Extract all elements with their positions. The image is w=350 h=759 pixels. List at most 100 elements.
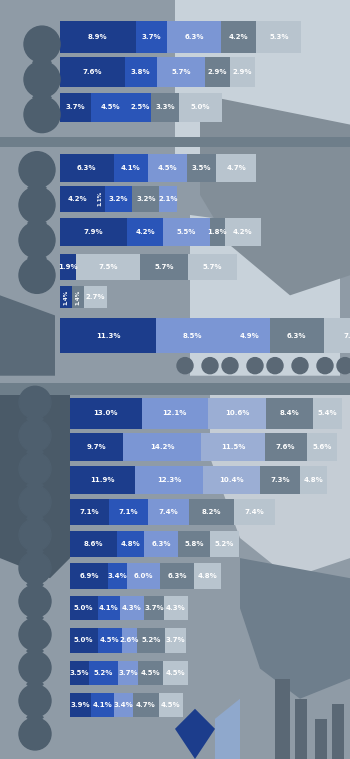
Circle shape (292, 357, 308, 373)
Circle shape (19, 386, 51, 418)
FancyBboxPatch shape (220, 21, 256, 53)
FancyBboxPatch shape (84, 286, 107, 308)
Text: 6.3%: 6.3% (151, 541, 171, 547)
Text: 5.6%: 5.6% (312, 443, 331, 449)
FancyBboxPatch shape (167, 21, 220, 53)
Circle shape (222, 357, 238, 373)
FancyBboxPatch shape (157, 57, 205, 87)
Text: 7.1%: 7.1% (119, 509, 138, 515)
FancyBboxPatch shape (205, 57, 230, 87)
Polygon shape (32, 52, 52, 72)
Text: 6.3%: 6.3% (167, 573, 187, 579)
FancyBboxPatch shape (60, 186, 96, 212)
FancyBboxPatch shape (60, 286, 72, 308)
Circle shape (19, 585, 51, 617)
Text: 3.7%: 3.7% (66, 105, 85, 111)
FancyBboxPatch shape (159, 693, 183, 716)
Circle shape (317, 357, 333, 373)
Polygon shape (27, 213, 47, 233)
Text: 6.3%: 6.3% (184, 34, 204, 40)
Text: 4.2%: 4.2% (233, 229, 253, 235)
Polygon shape (26, 410, 44, 428)
Text: 5.5%: 5.5% (176, 229, 196, 235)
FancyBboxPatch shape (132, 186, 160, 212)
Text: 1.4%: 1.4% (75, 290, 80, 305)
FancyBboxPatch shape (60, 254, 76, 280)
Text: 8.5%: 8.5% (182, 332, 202, 339)
FancyBboxPatch shape (178, 531, 210, 557)
FancyBboxPatch shape (160, 563, 194, 589)
Polygon shape (26, 642, 44, 660)
Polygon shape (175, 709, 215, 759)
Polygon shape (26, 443, 44, 461)
Text: 14.2%: 14.2% (150, 443, 175, 449)
Circle shape (19, 420, 51, 452)
Text: 4.8%: 4.8% (304, 477, 323, 483)
Text: 5.0%: 5.0% (190, 105, 210, 111)
FancyBboxPatch shape (122, 628, 136, 653)
Text: 4.7%: 4.7% (226, 165, 246, 171)
Text: 3.9%: 3.9% (71, 702, 91, 707)
Text: 4.5%: 4.5% (161, 702, 181, 707)
Text: 5.7%: 5.7% (203, 264, 222, 270)
FancyBboxPatch shape (70, 693, 91, 716)
Polygon shape (32, 87, 52, 108)
Circle shape (19, 222, 55, 258)
FancyBboxPatch shape (313, 398, 342, 429)
Text: 1.1%: 1.1% (98, 191, 103, 206)
Circle shape (19, 452, 51, 485)
Polygon shape (175, 0, 350, 205)
Text: 3.5%: 3.5% (192, 165, 211, 171)
Text: 1.4%: 1.4% (63, 290, 69, 305)
Text: 3.3%: 3.3% (155, 105, 175, 111)
Text: 4.2%: 4.2% (135, 229, 155, 235)
Text: 2.5%: 2.5% (131, 105, 150, 111)
Text: 4.1%: 4.1% (93, 702, 113, 707)
FancyBboxPatch shape (165, 628, 186, 653)
FancyBboxPatch shape (332, 704, 344, 759)
Text: 6.0%: 6.0% (133, 573, 153, 579)
FancyBboxPatch shape (70, 398, 141, 429)
FancyBboxPatch shape (0, 383, 350, 759)
Circle shape (19, 718, 51, 750)
Polygon shape (0, 295, 55, 376)
Text: 6.3%: 6.3% (77, 165, 97, 171)
Circle shape (19, 257, 55, 293)
FancyBboxPatch shape (203, 466, 260, 494)
Text: 11.9%: 11.9% (90, 477, 115, 483)
Text: 4.3%: 4.3% (122, 606, 142, 611)
Text: 2.9%: 2.9% (232, 69, 252, 75)
Text: 6.3%: 6.3% (287, 332, 307, 339)
FancyBboxPatch shape (72, 286, 84, 308)
FancyBboxPatch shape (210, 218, 225, 246)
Circle shape (24, 61, 60, 97)
Text: 4.7%: 4.7% (136, 702, 155, 707)
FancyBboxPatch shape (127, 563, 160, 589)
FancyBboxPatch shape (141, 398, 208, 429)
Text: 2.7%: 2.7% (85, 294, 105, 301)
Text: 4.1%: 4.1% (99, 606, 119, 611)
Text: 5.3%: 5.3% (269, 34, 289, 40)
Text: 4.5%: 4.5% (101, 105, 120, 111)
FancyBboxPatch shape (210, 531, 239, 557)
FancyBboxPatch shape (118, 660, 138, 685)
Text: 3.7%: 3.7% (141, 34, 161, 40)
FancyBboxPatch shape (144, 531, 178, 557)
FancyBboxPatch shape (148, 499, 189, 525)
FancyBboxPatch shape (60, 57, 125, 87)
Text: 2.1%: 2.1% (159, 196, 178, 202)
Text: 4.5%: 4.5% (158, 165, 177, 171)
Circle shape (19, 152, 55, 188)
FancyBboxPatch shape (151, 93, 179, 121)
FancyBboxPatch shape (260, 466, 300, 494)
FancyBboxPatch shape (0, 383, 350, 395)
FancyBboxPatch shape (270, 319, 323, 353)
FancyBboxPatch shape (98, 597, 120, 620)
FancyBboxPatch shape (136, 21, 167, 53)
FancyBboxPatch shape (138, 660, 163, 685)
FancyBboxPatch shape (266, 398, 313, 429)
FancyBboxPatch shape (179, 93, 222, 121)
Text: 3.5%: 3.5% (70, 669, 89, 676)
Text: 2.9%: 2.9% (208, 69, 228, 75)
FancyBboxPatch shape (136, 628, 165, 653)
